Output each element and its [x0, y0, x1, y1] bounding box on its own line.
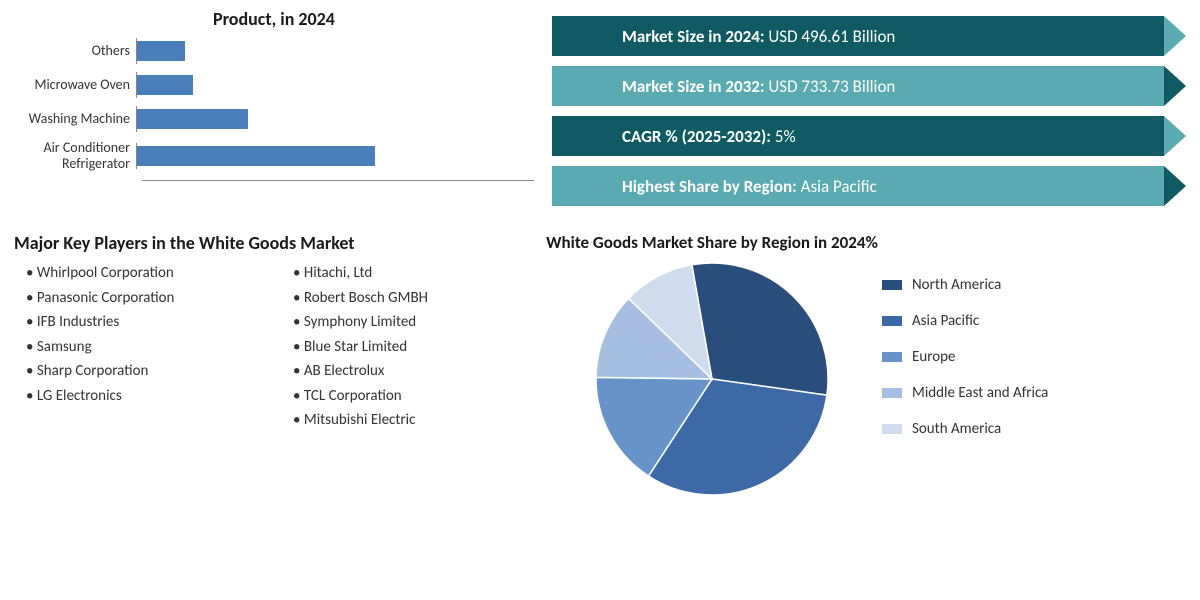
- legend-item: South America: [882, 420, 1186, 438]
- legend-label: Middle East and Africa: [912, 384, 1048, 402]
- stat-label: Market Size in 2032:: [622, 76, 765, 97]
- bar-rows: Others Microwave Oven Washing Machine Air C…: [14, 38, 534, 172]
- key-player-item: LG Electronics: [14, 387, 267, 407]
- stat-label: Highest Share by Region:: [622, 176, 797, 197]
- stat-value: Asia Pacific: [797, 176, 877, 197]
- key-player-item: AB Electrolux: [281, 362, 534, 382]
- legend-item: Middle East and Africa: [882, 384, 1186, 402]
- stat-banner: Highest Share by Region: Asia Pacific: [552, 166, 1186, 206]
- pie-legend: North America Asia Pacific Europe Middle Ea…: [882, 232, 1186, 504]
- bar: [137, 146, 375, 166]
- key-players-title: Major Key Players in the White Goods Mar…: [14, 232, 534, 254]
- legend-label: North America: [912, 276, 1001, 294]
- bar-category-label: Air Conditioner Refrigerator: [14, 140, 136, 172]
- stat-value: 5%: [771, 126, 796, 147]
- legend-swatch: [882, 316, 902, 326]
- bar-chart: Product, in 2024 Others Microwave Oven Was…: [14, 8, 534, 206]
- key-player-item: Robert Bosch GMBH: [281, 289, 534, 309]
- bar-axis: [142, 180, 534, 181]
- key-players: Major Key Players in the White Goods Mar…: [14, 232, 534, 504]
- stat-value: USD 496.61 Billion: [765, 26, 896, 47]
- key-player-item: IFB Industries: [14, 313, 267, 333]
- legend-swatch: [882, 352, 902, 362]
- pie-svg: [592, 259, 832, 499]
- legend-label: Europe: [912, 348, 955, 366]
- key-player-item: Mitsubishi Electric: [281, 411, 534, 431]
- chevron-right-icon: [1164, 116, 1186, 156]
- chevron-right-icon: [1164, 166, 1186, 206]
- stat-text: Highest Share by Region: Asia Pacific: [552, 176, 877, 197]
- legend-swatch: [882, 280, 902, 290]
- legend-label: Asia Pacific: [912, 312, 979, 330]
- top-row: Product, in 2024 Others Microwave Oven Was…: [14, 8, 1186, 206]
- stats-panel: Market Size in 2024: USD 496.61 BillionM…: [552, 8, 1186, 206]
- key-player-item: TCL Corporation: [281, 387, 534, 407]
- stat-banner: Market Size in 2032: USD 733.73 Billion: [552, 66, 1186, 106]
- bar-track: [136, 106, 534, 132]
- bar-row: Others: [14, 38, 534, 64]
- bar-category-label: Others: [14, 43, 136, 59]
- bar: [137, 109, 248, 129]
- legend-label: South America: [912, 420, 1001, 438]
- key-player-item: Whirlpool Corporation: [14, 264, 267, 284]
- pie-chart-title: White Goods Market Share by Region in 20…: [542, 232, 882, 253]
- bar-row: Air Conditioner Refrigerator: [14, 140, 534, 172]
- legend-item: Asia Pacific: [882, 312, 1186, 330]
- bar-track: [136, 38, 534, 64]
- legend-swatch: [882, 388, 902, 398]
- legend-item: Europe: [882, 348, 1186, 366]
- key-player-item: Hitachi, Ltd: [281, 264, 534, 284]
- key-player-item: Samsung: [14, 338, 267, 358]
- legend-item: North America: [882, 276, 1186, 294]
- bar-category-label: Washing Machine: [14, 111, 136, 127]
- key-players-columns: Whirlpool Corporation Panasonic Corporati…: [14, 264, 534, 436]
- chevron-right-icon: [1164, 16, 1186, 56]
- stat-label: Market Size in 2024:: [622, 26, 765, 47]
- bar: [137, 41, 185, 61]
- key-players-col-2: Hitachi, Ltd Robert Bosch GMBH Symphony Li…: [281, 264, 534, 436]
- key-player-item: Panasonic Corporation: [14, 289, 267, 309]
- pie-chart: White Goods Market Share by Region in 20…: [542, 232, 882, 504]
- stat-banner: CAGR % (2025-2032): 5%: [552, 116, 1186, 156]
- pie-slice: [692, 263, 828, 395]
- stat-banner: Market Size in 2024: USD 496.61 Billion: [552, 16, 1186, 56]
- bar-category-label: Microwave Oven: [14, 77, 136, 93]
- legend-swatch: [882, 424, 902, 434]
- key-player-item: Symphony Limited: [281, 313, 534, 333]
- stat-label: CAGR % (2025-2032):: [622, 126, 771, 147]
- bar-row: Washing Machine: [14, 106, 534, 132]
- bar-track: [136, 72, 534, 98]
- bar: [137, 75, 193, 95]
- key-players-col-1: Whirlpool Corporation Panasonic Corporati…: [14, 264, 267, 436]
- key-player-item: Sharp Corporation: [14, 362, 267, 382]
- chevron-right-icon: [1164, 66, 1186, 106]
- bar-track: [136, 143, 534, 169]
- pie-chart-panel: White Goods Market Share by Region in 20…: [542, 232, 1186, 504]
- key-player-item: Blue Star Limited: [281, 338, 534, 358]
- bottom-row: Major Key Players in the White Goods Mar…: [14, 232, 1186, 504]
- stat-text: Market Size in 2032: USD 733.73 Billion: [552, 76, 895, 97]
- stat-text: Market Size in 2024: USD 496.61 Billion: [552, 26, 895, 47]
- stat-value: USD 733.73 Billion: [765, 76, 896, 97]
- stat-text: CAGR % (2025-2032): 5%: [552, 126, 796, 147]
- bar-chart-title: Product, in 2024: [14, 8, 534, 30]
- bar-row: Microwave Oven: [14, 72, 534, 98]
